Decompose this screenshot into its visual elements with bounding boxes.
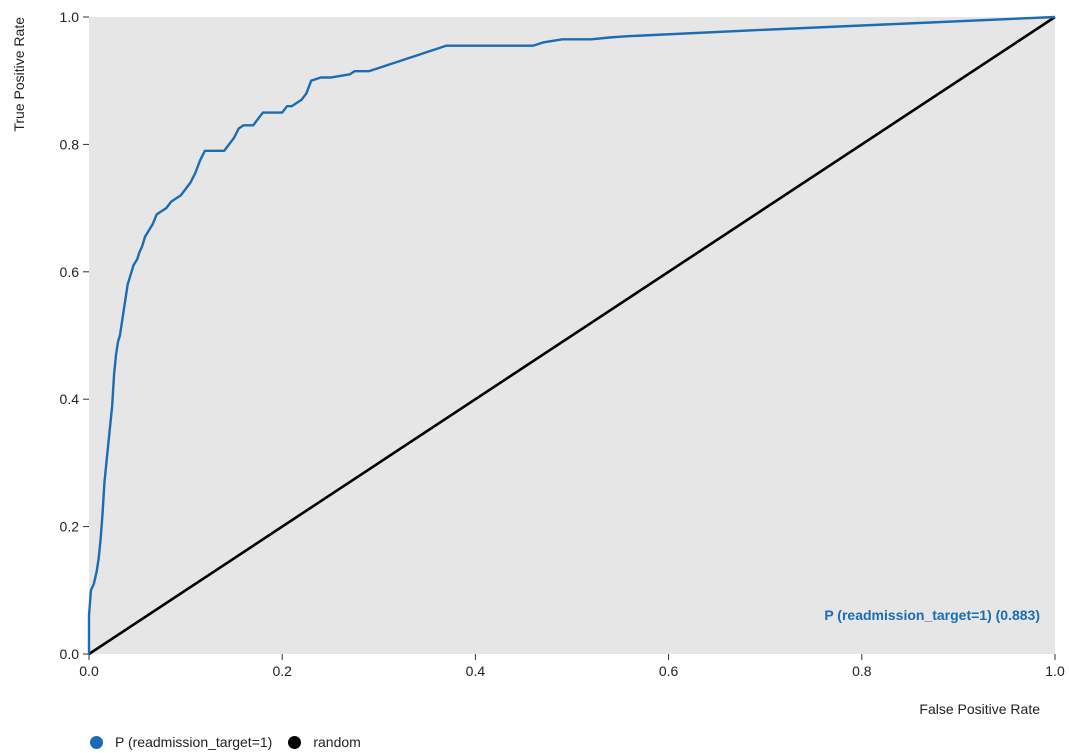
y-tick-label: 0.8 [60, 136, 80, 152]
x-tick-label: 0.0 [79, 663, 99, 679]
legend-dot-random [288, 735, 302, 749]
series-line-random [88, 15, 1056, 656]
y-tick-label: 0.6 [60, 264, 80, 280]
x-tick-label: 0.8 [852, 663, 872, 679]
series-line-model [87, 15, 1056, 654]
legend-item-random[interactable]: random [288, 734, 361, 750]
legend-label-random: random [313, 734, 361, 750]
x-tick-label: 1.0 [1045, 663, 1065, 679]
y-tick-label: 0.0 [60, 646, 80, 662]
axis-ticks: 0.0 0.2 0.4 0.6 0.8 1.0 0.0 0.2 0.4 0.6 0.8 1.0 [60, 9, 1065, 679]
legend: P (readmission_target=1) random [90, 734, 377, 750]
x-tick-label: 0.4 [466, 663, 486, 679]
auc-annotation: P (readmission_target=1) (0.883) [824, 607, 1040, 623]
legend-dot-model [90, 735, 103, 749]
x-axis-title: False Positive Rate [919, 701, 1040, 717]
x-tick-label: 0.6 [659, 663, 679, 679]
x-tick-label: 0.2 [272, 663, 292, 679]
legend-item-model[interactable]: P (readmission_target=1) [90, 734, 272, 750]
y-axis-title: True Positive Rate [11, 17, 27, 132]
y-tick-label: 1.0 [60, 9, 80, 25]
series-layer [87, 15, 1056, 656]
y-tick-label: 0.4 [60, 391, 80, 407]
y-tick-label: 0.2 [60, 519, 80, 535]
legend-label-model: P (readmission_target=1) [115, 734, 273, 750]
